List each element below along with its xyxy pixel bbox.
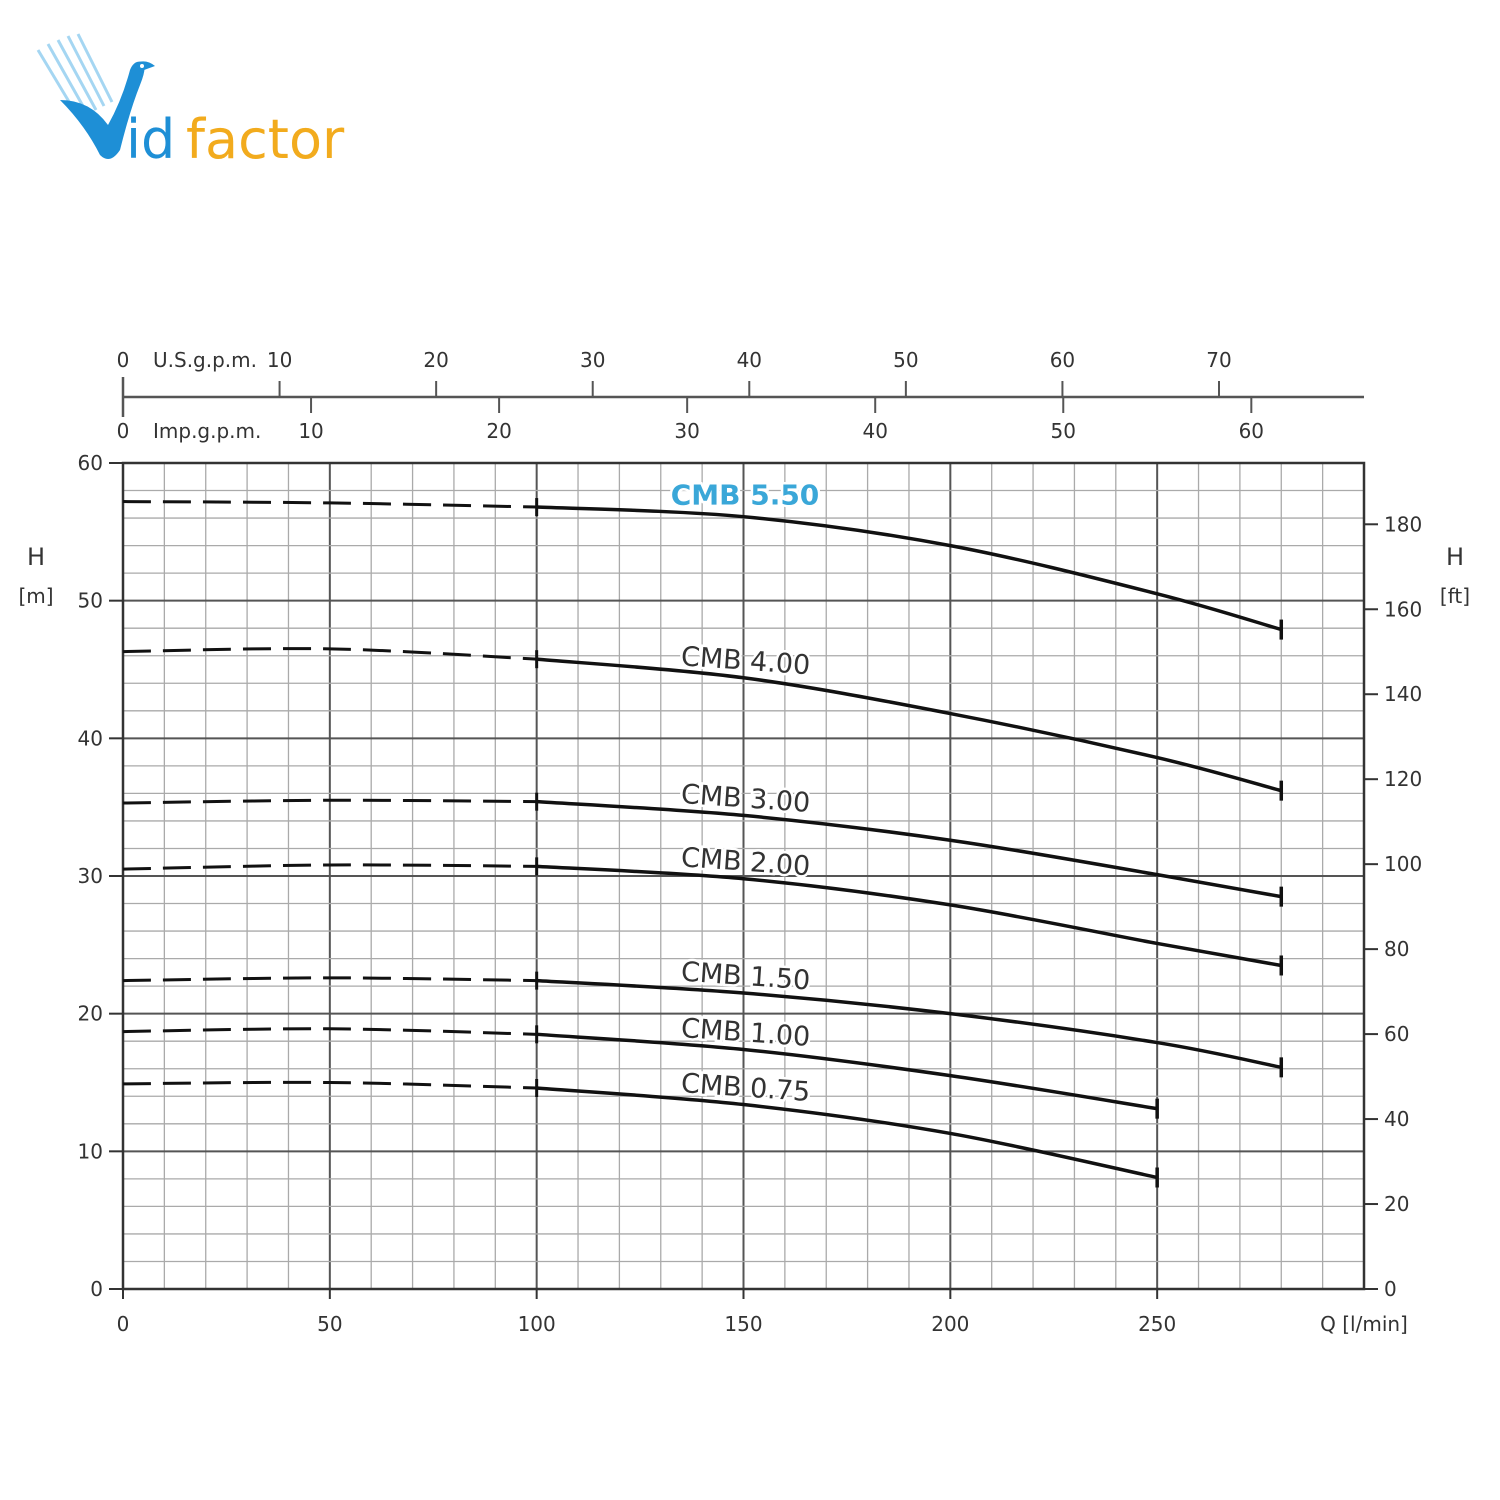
bird-icon — [36, 33, 155, 159]
logo-text-factor: factor — [186, 108, 345, 171]
us-gpm-tick-label: 60 — [1050, 348, 1075, 372]
series-line — [536, 505, 1282, 632]
y-right-tick-label: 80 — [1384, 937, 1409, 961]
x-axis-label: Q [l/min] — [1320, 1312, 1408, 1336]
x-tick-label: 0 — [117, 1312, 130, 1336]
y-right-tick-label: 180 — [1384, 512, 1422, 536]
us-gpm-tick-label: 0 — [117, 348, 130, 372]
us-gpm-tick-label: 50 — [893, 348, 918, 372]
imp-gpm-tick-label: 60 — [1239, 419, 1264, 443]
series-line — [536, 799, 1282, 899]
series-line — [536, 1032, 1158, 1111]
imp-gpm-label: Imp.g.p.m. — [153, 419, 261, 443]
y-right-tick-label: 20 — [1384, 1192, 1409, 1216]
y-tick-label: 10 — [78, 1139, 103, 1163]
x-tick-label: 50 — [317, 1312, 342, 1336]
imp-gpm-tick-label: 0 — [117, 419, 130, 443]
imp-gpm-tick-label: 40 — [862, 419, 887, 443]
y-tick-label: 40 — [78, 726, 103, 750]
x-tick-label: 150 — [724, 1312, 762, 1336]
us-gpm-tick-label: 10 — [267, 348, 292, 372]
y-right-axis-unit: [ft] — [1440, 584, 1470, 608]
imp-gpm-tick-label: 50 — [1051, 419, 1076, 443]
series-line — [536, 978, 1282, 1070]
y-tick-label: 20 — [78, 1002, 103, 1026]
x-tick-label: 100 — [518, 1312, 556, 1336]
y-tick-label: 50 — [78, 589, 103, 613]
y-axis-unit: [m] — [18, 584, 53, 608]
series-line — [536, 864, 1282, 968]
series-dashed-line — [122, 647, 537, 661]
y-right-tick-label: 0 — [1384, 1277, 1397, 1301]
y-right-tick-label: 140 — [1384, 682, 1422, 706]
us-gpm-tick-label: 40 — [737, 348, 762, 372]
logo-text-id: id — [126, 108, 175, 171]
y-right-tick-label: 100 — [1384, 852, 1422, 876]
us-gpm-tick-label: 30 — [580, 348, 605, 372]
series-dashed-line — [122, 1080, 537, 1090]
y-tick-label: 30 — [78, 864, 103, 888]
y-tick-label: 60 — [78, 451, 103, 475]
series-dashed-line — [122, 863, 537, 871]
imp-gpm-tick-label: 20 — [486, 419, 511, 443]
x-tick-label: 200 — [931, 1312, 969, 1336]
us-gpm-tick-label: 70 — [1206, 348, 1231, 372]
series-line — [536, 1086, 1158, 1180]
us-gpm-tick-label: 20 — [423, 348, 448, 372]
x-tick-label: 250 — [1138, 1312, 1176, 1336]
series-dashed-line — [122, 1027, 537, 1036]
vidfactor-logo: id factor — [36, 33, 345, 171]
series-line — [536, 657, 1282, 793]
y-right-tick-label: 120 — [1384, 767, 1422, 791]
y-right-tick-label: 40 — [1384, 1107, 1409, 1131]
series-label: CMB 5.50 — [671, 479, 820, 512]
imp-gpm-tick-label: 30 — [674, 419, 699, 443]
series-dashed-line — [122, 798, 537, 805]
series-dashed-line — [122, 976, 537, 983]
y-right-axis-symbol: H — [1446, 543, 1464, 571]
y-right-tick-label: 60 — [1384, 1022, 1409, 1046]
us-gpm-label: U.S.g.p.m. — [153, 348, 257, 372]
series-dashed-line — [122, 500, 537, 509]
y-tick-label: 0 — [90, 1277, 103, 1301]
y-axis-symbol: H — [27, 543, 45, 571]
imp-gpm-tick-label: 10 — [298, 419, 323, 443]
series-label: CMB 4.00 — [680, 641, 811, 681]
y-right-tick-label: 160 — [1384, 597, 1422, 621]
